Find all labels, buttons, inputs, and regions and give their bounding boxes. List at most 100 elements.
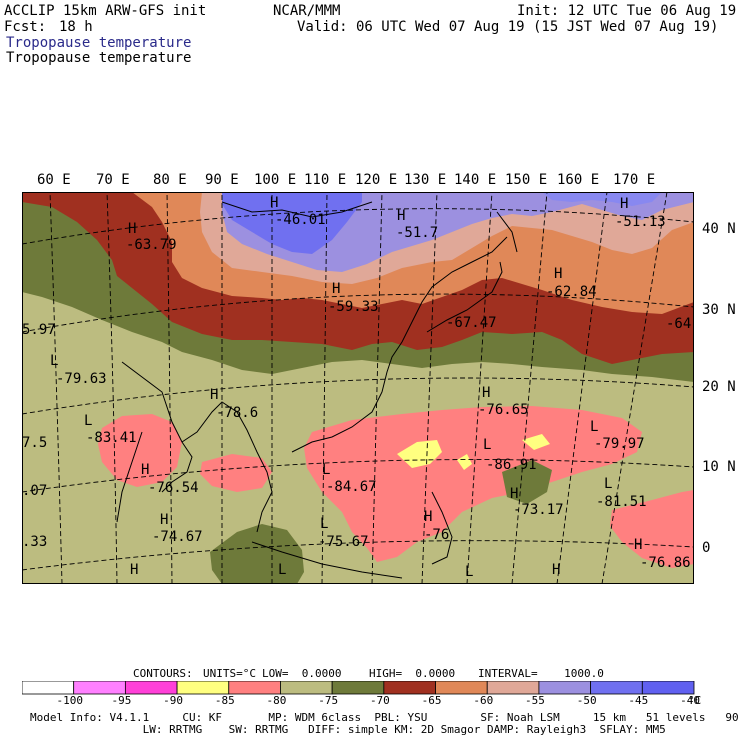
forecast-hour: 18 h xyxy=(59,19,93,35)
colorbar-tick-label: -100 xyxy=(56,694,83,707)
value-label: -51.13 xyxy=(615,214,666,230)
valid-time: Valid: 06 UTC Wed 07 Aug 19 (15 JST Wed … xyxy=(297,19,719,35)
high-marker: H xyxy=(141,462,150,478)
colorbar-swatch xyxy=(435,681,488,695)
colorbar-swatch xyxy=(486,681,540,695)
low-marker: L xyxy=(322,462,331,478)
lon-label: 120 E xyxy=(355,172,398,188)
field-title-contour: Tropopause temperature xyxy=(6,50,192,66)
band-dark-olive-south xyxy=(210,524,304,584)
value-label: -86.91 xyxy=(486,457,537,473)
value-label: -76.65 xyxy=(478,402,529,418)
colorbar-tick-label: -90 xyxy=(163,694,184,707)
colorbar-tick-label: -95 xyxy=(111,694,132,707)
colorbar-tick-label: °C xyxy=(688,694,702,707)
model-info-line2: LW: RRTMG SW: RRTMG DIFF: simple KM: 2D … xyxy=(30,723,666,736)
lon-label: 130 E xyxy=(404,172,447,188)
value-label: -62.84 xyxy=(546,284,597,300)
band-yellow-core xyxy=(522,434,550,450)
high-marker: H xyxy=(130,562,139,578)
field-title-shaded: Tropopause temperature xyxy=(6,35,192,51)
lat-label: 30 N xyxy=(702,302,736,318)
colorbar-tick-label: -45 xyxy=(628,694,649,707)
forecast-label: Fcst: xyxy=(4,19,47,35)
lon-label: 150 E xyxy=(505,172,548,188)
colorbar-swatch xyxy=(228,681,281,695)
colorbar-tick-label: -50 xyxy=(576,694,597,707)
colorbar-swatch xyxy=(383,681,436,695)
coastlines xyxy=(116,201,518,579)
lat-label: 10 N xyxy=(702,459,736,475)
lon-label: 110 E xyxy=(304,172,347,188)
center-title: NCAR/MMM xyxy=(273,3,341,19)
colorbar-tick-label: -60 xyxy=(473,694,494,707)
value-label: -79.63 xyxy=(56,371,107,387)
colorbar-swatch xyxy=(124,681,178,695)
high-marker: H xyxy=(424,509,433,525)
value-label: -76 xyxy=(424,527,450,543)
value-label: -76.86 xyxy=(640,555,691,571)
colorbar-swatch xyxy=(538,681,592,695)
lon-label: 70 E xyxy=(96,172,130,188)
value-label: -79.97 xyxy=(594,436,645,452)
lon-label: 60 E xyxy=(37,172,71,188)
high-marker: H xyxy=(128,221,137,237)
high-marker: H xyxy=(270,195,279,211)
value-label: 7.5 xyxy=(22,435,48,451)
colorbar-tick-label: -80 xyxy=(266,694,287,707)
band-pink-east xyxy=(610,490,694,568)
value-label: .33 xyxy=(22,534,48,550)
graticule xyxy=(22,192,694,584)
value-label: 5.97 xyxy=(22,322,56,338)
low-marker: L xyxy=(84,413,93,429)
low-value: LOW= 0.0000 xyxy=(262,667,342,680)
colorbar-tick-label: -65 xyxy=(421,694,442,707)
lon-label: 170 E xyxy=(613,172,656,188)
colorbar-tick-label: -70 xyxy=(369,694,390,707)
low-marker: L xyxy=(590,419,599,435)
colorbar-swatch xyxy=(331,681,385,695)
colorbar-swatch xyxy=(641,681,695,695)
lat-label: 0 xyxy=(702,540,711,556)
colorbar-swatch xyxy=(280,681,333,695)
high-marker: H xyxy=(332,281,341,297)
band-pink-west xyxy=(98,414,182,487)
tropopause-temperature-map xyxy=(22,192,694,584)
colorbar-tick-label: -40 xyxy=(680,694,700,707)
value-label: -78.6 xyxy=(216,405,259,421)
value-label: -81.51 xyxy=(596,494,647,510)
init-time: Init: 12 UTC Tue 06 Aug 19 xyxy=(517,3,737,19)
colorbar-swatch xyxy=(590,681,643,695)
band-pink-west2 xyxy=(200,454,272,492)
lon-label: 90 E xyxy=(205,172,239,188)
low-marker: L xyxy=(604,476,613,492)
colorbar-swatch xyxy=(22,681,75,695)
value-label: -83.41 xyxy=(86,430,137,446)
value-label: .07 xyxy=(22,483,48,499)
band-blue-ne xyxy=(542,192,662,206)
colorbar-swatch xyxy=(176,681,230,695)
value-label: -64 xyxy=(666,316,692,332)
low-marker: L xyxy=(50,353,59,369)
colorbar-swatch xyxy=(73,681,126,695)
value-label: -51.7 xyxy=(396,225,439,241)
value-label: -73.17 xyxy=(513,502,564,518)
colorbar-tick-label: -55 xyxy=(525,694,545,707)
low-marker: L xyxy=(320,516,329,532)
contours-label: CONTOURS: xyxy=(133,667,193,680)
value-label: -74.67 xyxy=(152,529,203,545)
colorbar-tick-label: -75 xyxy=(318,694,339,707)
lon-label: 100 E xyxy=(254,172,297,188)
lat-label: 20 N xyxy=(702,379,736,395)
high-marker: H xyxy=(554,266,563,282)
model-info-line1: Model Info: V4.1.1 CU: KF MP: WDM 6class… xyxy=(30,711,740,724)
high-marker: H xyxy=(634,537,643,553)
colorbar xyxy=(22,681,695,695)
low-marker: L xyxy=(278,562,287,578)
value-label: -84.67 xyxy=(326,479,377,495)
value-label: -59.33 xyxy=(328,299,379,315)
value-label: -75.67 xyxy=(318,534,369,550)
lon-label: 140 E xyxy=(454,172,497,188)
band-dark-olive-south2 xyxy=(502,460,552,504)
low-marker: L xyxy=(465,564,474,580)
